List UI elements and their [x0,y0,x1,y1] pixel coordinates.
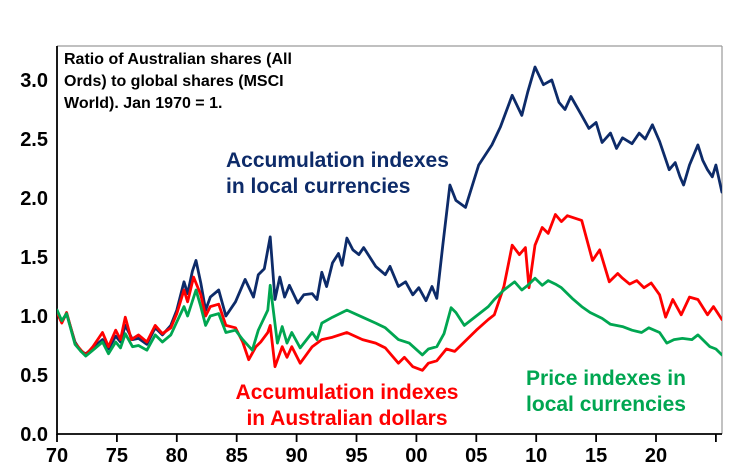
series-line-accumulation-indexes-in-australian-dollars [57,213,722,372]
series-label-line: Price indexes in [526,367,686,390]
series-label-line: in local currencies [226,175,411,198]
x-tick-label: 05 [465,445,487,467]
x-tick-label: 95 [345,445,367,467]
series-label-line: in Australian dollars [246,407,448,430]
x-tick-label: 80 [166,445,188,467]
series-line-price-indexes-in-local-currencies [57,276,722,358]
y-tick-label: 2.0 [20,188,48,210]
chart-title-line3: World). Jan 1970 = 1. [64,95,223,112]
x-tick-label: 10 [525,445,547,467]
series-label-price-indexes-local-currencies: Price indexes in local currencies [495,366,717,418]
chart-title-line2: Ords) to global shares (MSCI [64,73,284,90]
series-label-line: local currencies [526,393,686,416]
chart-title: Ratio of Australian shares (All Ords) to… [64,49,292,115]
series-label-line: Accumulation indexes [235,381,459,404]
series-label-accumulation-local-currencies: Accumulation indexes in local currencies [226,148,449,200]
series-label-line: Accumulation indexes [226,149,449,172]
y-tick-label: 1.0 [20,306,48,328]
x-tick-label: 00 [405,445,427,467]
y-tick-label: 0.5 [20,365,48,387]
chart-title-line1: Ratio of Australian shares (All [64,51,292,68]
x-tick-label: 75 [106,445,128,467]
y-tick-label: 1.5 [20,247,48,269]
x-tick-label: 70 [46,445,68,467]
x-tick-label: 90 [285,445,307,467]
y-tick-label: 3.0 [20,70,48,92]
series-label-accumulation-australian-dollars: Accumulation indexes in Australian dolla… [216,380,478,432]
y-tick-label: 2.5 [20,129,48,151]
x-tick-label: 85 [226,445,248,467]
y-tick-label: 0.0 [20,424,48,446]
x-tick-label: 20 [645,445,667,467]
x-tick-label: 15 [585,445,607,467]
